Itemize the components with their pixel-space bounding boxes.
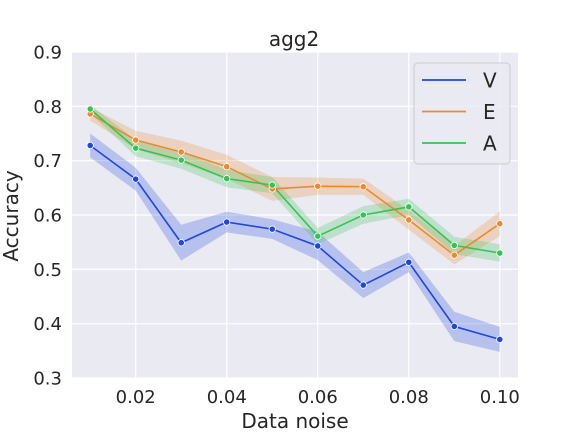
x-tick-label-1: 0.04 [207, 387, 247, 408]
series-e-point-1 [132, 136, 140, 144]
legend-v-label: V [483, 69, 497, 93]
legend-box [413, 62, 511, 165]
series-e-point-6 [359, 183, 367, 191]
y-tick-label-4: 0.7 [33, 151, 62, 172]
series-e-line [89, 113, 501, 257]
series-v-point-5 [314, 242, 322, 250]
series-v-point-4 [268, 225, 276, 233]
x-axis-ticks: 0.02 0.04 0.06 0.08 0.10 [116, 387, 520, 408]
legend: VEA [413, 62, 511, 165]
series-a-point-5 [314, 232, 322, 240]
series-e-point-7 [405, 216, 413, 224]
y-tick-label-3: 0.6 [33, 206, 62, 227]
legend-e-label: E [483, 100, 496, 124]
series-lines [89, 108, 501, 341]
y-tick-label-5: 0.8 [33, 97, 62, 118]
y-axis-ticks: 0.3 0.4 0.5 0.6 0.7 0.8 0.9 [33, 43, 62, 390]
legend-a-label: A [483, 132, 497, 156]
series-a-point-8 [450, 241, 458, 250]
series-a-point-9 [496, 249, 504, 257]
x-tick-label-0: 0.02 [116, 387, 156, 408]
series-a-point-0 [86, 105, 94, 113]
series-v-point-1 [132, 175, 140, 183]
x-tick-label-2: 0.06 [298, 387, 338, 408]
x-tick-label-3: 0.08 [389, 387, 429, 408]
series-a-point-1 [132, 144, 140, 152]
series-e-point-5 [314, 182, 322, 190]
series-a-point-2 [177, 156, 185, 164]
x-axis-label: Data noise [241, 409, 348, 432]
y-tick-label-0: 0.3 [33, 369, 62, 390]
series-v-point-8 [450, 322, 458, 330]
y-tick-label-1: 0.4 [33, 314, 62, 335]
series-v-band [90, 133, 500, 352]
series-v-point-7 [405, 258, 413, 266]
series-e-band [90, 107, 500, 265]
series-a-line [89, 108, 500, 254]
series-e-point-9 [496, 220, 504, 228]
series-v-point-0 [86, 141, 94, 150]
y-axis-label: Accuracy [0, 170, 23, 261]
series-v-point-9 [496, 335, 504, 344]
series-points [86, 105, 504, 344]
series-a-point-7 [405, 203, 413, 211]
series-v-point-2 [177, 239, 185, 247]
series-e-point-2 [177, 148, 185, 156]
series-a-point-4 [268, 181, 276, 189]
series-a-point-3 [223, 174, 231, 183]
series-v-point-6 [359, 281, 367, 289]
y-tick-label-6: 0.9 [33, 43, 62, 64]
y-tick-label-2: 0.5 [33, 260, 62, 281]
x-tick-label-4: 0.10 [480, 387, 520, 408]
series-a-point-6 [359, 211, 367, 219]
series-e-point-8 [450, 251, 458, 259]
series-v-line [89, 144, 501, 341]
series-e-point-3 [223, 163, 231, 171]
series-v-point-3 [223, 218, 231, 226]
chart-title: agg2 [269, 27, 319, 51]
